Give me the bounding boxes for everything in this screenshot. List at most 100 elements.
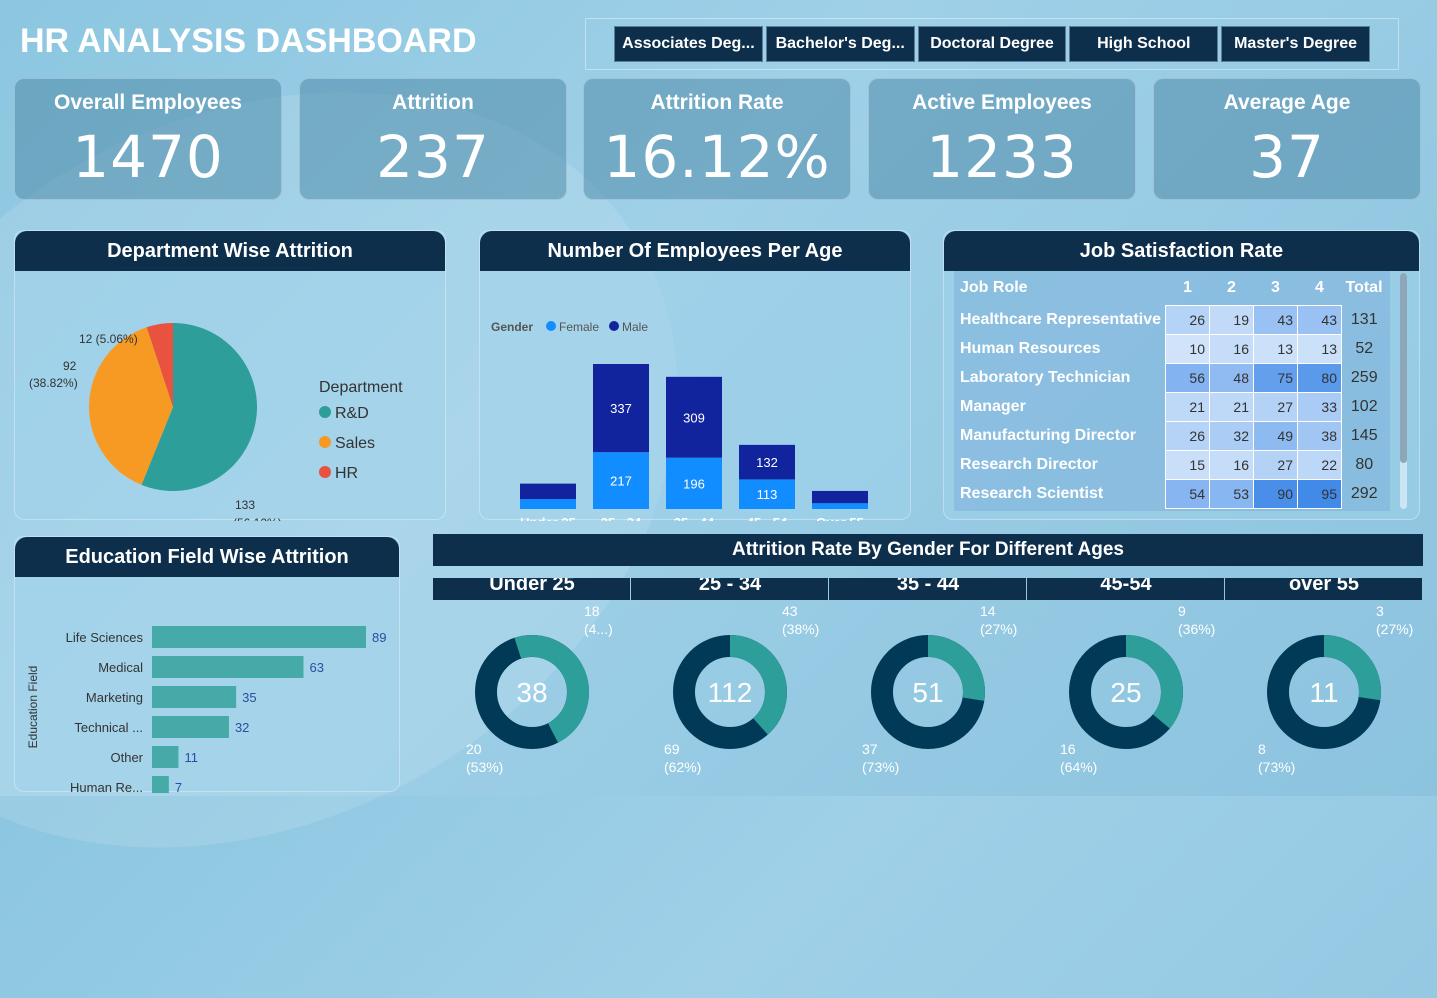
bar-label: 35: [242, 690, 256, 705]
label-rd: 133: [235, 498, 255, 512]
kpi-average-age: Average Age 37: [1153, 78, 1421, 200]
column-header[interactable]: 3: [1271, 278, 1280, 296]
department-title: Department Wise Attrition: [15, 231, 445, 271]
job-role: Research Director: [960, 455, 1098, 473]
job-role: Human Resources: [960, 339, 1101, 357]
legend-r&d: R&D: [335, 405, 369, 422]
table-scrollbar[interactable]: [1400, 273, 1407, 509]
bar-label: 337: [610, 401, 632, 416]
slicer-high-school[interactable]: High School: [1069, 26, 1219, 62]
donut-teal: [673, 635, 787, 749]
heat-cell: 56: [1164, 362, 1210, 393]
job-role: Manufacturing Director: [960, 426, 1137, 444]
teal-pct: (36%): [1178, 621, 1215, 637]
slicer-associates[interactable]: Associates Deg...: [614, 26, 763, 62]
legend-male-marker: [609, 321, 619, 331]
kpi-value: 1470: [72, 123, 224, 191]
label-sales: 92: [63, 359, 77, 373]
table-row: Laboratory Technician 56 48 75 80 259: [954, 362, 1387, 393]
x-tick: 45 - 54: [747, 515, 788, 521]
label-hr: 12 (5.06%): [79, 332, 138, 346]
legend-female: Female: [559, 320, 599, 334]
department-pie-chart: 133 (56.12%) 92 (38.82%) 12 (5.06%) Departmen…: [29, 323, 403, 530]
heat-cell: 27: [1252, 391, 1298, 422]
row-total: 259: [1350, 368, 1378, 386]
job-role: Laboratory Technician: [960, 368, 1131, 386]
heat-cell: 53: [1208, 478, 1254, 509]
teal-label: 43: [782, 603, 798, 619]
label-rd-pct: (56.12%): [233, 516, 282, 521]
teal-label: 3: [1376, 603, 1384, 619]
x-tick: Over 55: [816, 515, 864, 521]
y-tick: Other: [110, 750, 143, 765]
table-row: Human Resources 10 16 13 13 52: [954, 333, 1387, 364]
teal-pct: (27%): [1376, 621, 1413, 637]
table-row: Research Scientist 54 53 90 95 292: [954, 478, 1387, 509]
row-total: 102: [1350, 397, 1378, 415]
bar-male: [666, 376, 722, 458]
heat-cell: 26: [1164, 420, 1210, 451]
label-sales-pct: (38.82%): [29, 376, 78, 390]
education-title: Education Field Wise Attrition: [15, 537, 399, 577]
dark-pct: (64%): [1060, 759, 1097, 775]
legend-title: Department: [319, 379, 403, 396]
heat-cell: 90: [1252, 478, 1298, 509]
heat-cell: 32: [1208, 420, 1254, 451]
heat-cell: 10: [1164, 333, 1210, 364]
slicer-masters[interactable]: Master's Degree: [1221, 26, 1370, 62]
bar-male: [593, 364, 649, 453]
teal-label: 18: [584, 603, 600, 619]
legend-title: Gender: [491, 320, 533, 334]
bar-label: 11: [184, 750, 198, 765]
row-total: 292: [1350, 484, 1378, 502]
age-bar-chart: Gender Female Male Under 25 217 337 25 - 34 196…: [491, 320, 868, 551]
legend-marker: [319, 466, 331, 478]
row-total: 52: [1355, 339, 1374, 357]
teal-label: 14: [980, 603, 996, 619]
bar-label: 309: [683, 410, 705, 425]
kpi-value: 1233: [926, 123, 1078, 191]
column-header[interactable]: 4: [1315, 278, 1324, 296]
heat-cell: 19: [1208, 304, 1254, 335]
table-row: Manufacturing Director 26 32 49 38 145: [954, 420, 1387, 451]
dark-label: 8: [1258, 741, 1266, 757]
age-chart-title: Number Of Employees Per Age: [480, 231, 910, 271]
heat-cell: 43: [1296, 304, 1342, 335]
age-header-label: over 55: [1289, 578, 1359, 595]
bar-female: [593, 452, 649, 509]
teal-pct: (38%): [782, 621, 819, 637]
heat-cell: 38: [1296, 420, 1342, 451]
donut-center: 25: [1110, 677, 1141, 708]
slicer-doctoral[interactable]: Doctoral Degree: [917, 26, 1067, 62]
heat-cell: 27: [1252, 449, 1298, 480]
column-header[interactable]: 1: [1183, 278, 1192, 296]
page-title: HR ANALYSIS DASHBOARD: [20, 22, 477, 60]
job-role: Healthcare Representative: [960, 310, 1161, 328]
column-header[interactable]: 2: [1227, 278, 1236, 296]
age-header-label: 25 - 34: [699, 578, 762, 595]
kpi-value: 237: [376, 123, 490, 191]
dark-label: 69: [664, 741, 680, 757]
dark-pct: (73%): [1258, 759, 1295, 775]
dark-label: 16: [1060, 741, 1076, 757]
bar: [152, 656, 304, 678]
teal-label: 9: [1178, 603, 1186, 619]
legend-hr: HR: [335, 465, 358, 482]
row-total: 131: [1350, 310, 1378, 328]
pie-slice-hr: [146, 323, 173, 407]
education-slicer: Associates Deg... Bachelor's Deg... Doct…: [585, 18, 1399, 70]
column-header[interactable]: Job Role: [960, 279, 1028, 296]
kpi-value: 37: [1249, 123, 1325, 191]
y-axis-title: Education Field: [26, 666, 40, 749]
heat-cell: 21: [1208, 391, 1254, 422]
donut-center: 112: [708, 677, 753, 708]
slicer-bachelors[interactable]: Bachelor's Deg...: [765, 26, 915, 62]
bar-label: 7: [175, 780, 182, 793]
kpi-label: Attrition: [392, 91, 474, 114]
bar-female: [812, 503, 868, 509]
heat-cell: 16: [1208, 333, 1254, 364]
legend-male: Male: [622, 320, 648, 334]
dark-pct: (53%): [466, 759, 503, 775]
column-header[interactable]: Total: [1345, 279, 1383, 296]
gender-age-title: Attrition Rate By Gender For Different A…: [433, 534, 1423, 566]
